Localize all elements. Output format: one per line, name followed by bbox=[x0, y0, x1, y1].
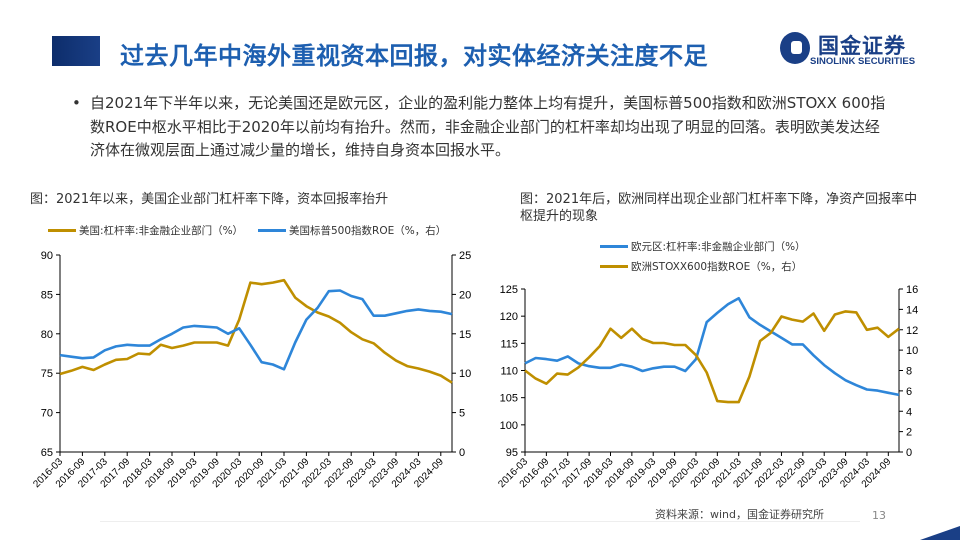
legend-label: 美国:杠杆率:非金融企业部门（%） bbox=[79, 225, 244, 237]
corner-decoration bbox=[920, 526, 960, 540]
chart-2-title: 图：2021年后，欧洲同样出现企业部门杠杆率下降，净资产回报率中枢提升的现象 bbox=[520, 192, 918, 224]
page-number: 13 bbox=[872, 509, 886, 522]
y-right-tick-label: 12 bbox=[906, 325, 918, 337]
chart-1-legend-item-1: 美国:杠杆率:非金融企业部门（%） bbox=[48, 223, 243, 238]
series-1-line bbox=[524, 296, 900, 397]
y-right-tick-label: 6 bbox=[906, 386, 912, 398]
chart-1-title: 图：2021年以来，美国企业部门杠杆率下降，资本回报率抬升 bbox=[30, 192, 389, 207]
y-right-tick-label: 16 bbox=[906, 284, 918, 296]
y-right-tick-label: 10 bbox=[906, 345, 918, 357]
bullet-marker: • bbox=[72, 94, 81, 112]
page-title: 过去几年中海外重视资本回报，对实体经济关注度不足 bbox=[120, 42, 708, 70]
series-1-line bbox=[59, 278, 453, 384]
series-2-line bbox=[59, 289, 453, 371]
legend-swatch bbox=[600, 265, 628, 268]
y-left-tick-label: 80 bbox=[41, 329, 53, 341]
logo-en-text: SINOLINK SECURITIES bbox=[810, 56, 916, 67]
y-right-tick-label: 5 bbox=[459, 408, 465, 420]
series-2-line bbox=[524, 310, 900, 404]
chart-2-legend-item-1: 欧元区:杠杆率:非金融企业部门（%） bbox=[600, 239, 806, 254]
legend-swatch bbox=[258, 229, 286, 232]
bullet-paragraph: • 自2021年下半年以来，无论美国还是欧元区，企业的盈利能力整体上均有提升，美… bbox=[72, 92, 892, 163]
y-right-tick-label: 4 bbox=[906, 406, 912, 418]
y-right-tick-label: 10 bbox=[459, 368, 471, 380]
logo-cn-text: 国金证券 bbox=[818, 34, 906, 58]
y-left-tick-label: 65 bbox=[41, 447, 53, 459]
bullet-text: 自2021年下半年以来，无论美国还是欧元区，企业的盈利能力整体上均有提升，美国标… bbox=[90, 94, 886, 159]
y-left-tick-label: 115 bbox=[500, 338, 518, 350]
y-left-tick-label: 105 bbox=[500, 393, 518, 405]
source-note: 资料来源：wind，国金证券研究所 bbox=[655, 508, 825, 521]
legend-swatch bbox=[600, 245, 628, 248]
y-left-tick-label: 100 bbox=[500, 420, 518, 432]
legend-label: 美国标普500指数ROE（%，右） bbox=[289, 225, 447, 237]
footer-divider bbox=[100, 521, 860, 522]
y-right-tick-label: 0 bbox=[906, 447, 912, 459]
y-right-tick-label: 2 bbox=[906, 427, 912, 439]
legend-label: 欧元区:杠杆率:非金融企业部门（%） bbox=[631, 241, 806, 253]
y-left-tick-label: 120 bbox=[500, 311, 518, 323]
y-right-tick-label: 15 bbox=[459, 329, 471, 341]
y-left-tick-label: 90 bbox=[41, 250, 53, 262]
chart-2-legend-item-2: 欧洲STOXX600指数ROE（%，右） bbox=[600, 259, 802, 274]
y-right-tick-label: 25 bbox=[459, 250, 471, 262]
y-right-tick-label: 14 bbox=[906, 304, 918, 316]
y-right-tick-label: 8 bbox=[906, 366, 912, 378]
y-left-tick-label: 70 bbox=[41, 408, 53, 420]
y-right-tick-label: 0 bbox=[459, 447, 465, 459]
y-left-tick-label: 125 bbox=[500, 284, 518, 296]
title-accent-block bbox=[52, 36, 100, 66]
chart-1-legend-item-2: 美国标普500指数ROE（%，右） bbox=[258, 223, 446, 238]
logo-mark-icon bbox=[780, 32, 810, 64]
y-left-tick-label: 110 bbox=[500, 366, 518, 378]
legend-label: 欧洲STOXX600指数ROE（%，右） bbox=[631, 261, 803, 273]
y-right-tick-label: 20 bbox=[459, 289, 471, 301]
sinolink-logo: 国金证券 SINOLINK SECURITIES bbox=[780, 30, 940, 70]
y-left-tick-label: 85 bbox=[41, 289, 53, 301]
y-left-tick-label: 75 bbox=[41, 368, 53, 380]
legend-swatch bbox=[48, 229, 76, 232]
y-left-tick-label: 95 bbox=[506, 447, 518, 459]
